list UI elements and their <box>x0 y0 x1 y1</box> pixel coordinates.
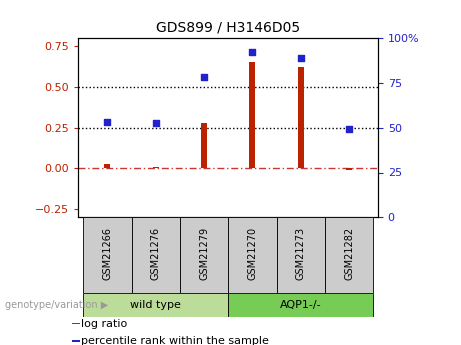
Text: GSM21279: GSM21279 <box>199 227 209 280</box>
Text: GSM21276: GSM21276 <box>151 227 161 280</box>
Title: GDS899 / H3146D05: GDS899 / H3146D05 <box>156 20 300 34</box>
Text: GSM21282: GSM21282 <box>344 227 354 280</box>
Text: AQP1-/-: AQP1-/- <box>280 300 321 310</box>
Text: GSM21273: GSM21273 <box>296 227 306 280</box>
Point <box>297 56 304 61</box>
Point <box>345 127 353 132</box>
Bar <box>201 123 207 168</box>
Bar <box>298 67 304 168</box>
Point <box>201 74 208 79</box>
Point <box>152 120 160 126</box>
Text: log ratio: log ratio <box>81 319 128 328</box>
Text: wild type: wild type <box>130 300 181 310</box>
Bar <box>83 217 131 293</box>
Bar <box>180 217 228 293</box>
Text: GSM21270: GSM21270 <box>248 227 257 280</box>
Text: genotype/variation ▶: genotype/variation ▶ <box>5 300 108 310</box>
Bar <box>228 217 277 293</box>
Bar <box>105 164 110 168</box>
Bar <box>346 168 352 170</box>
Bar <box>83 293 228 317</box>
Bar <box>228 293 373 317</box>
Bar <box>72 323 80 324</box>
Bar <box>153 167 159 168</box>
Bar <box>249 62 255 168</box>
Bar <box>277 217 325 293</box>
Bar <box>131 217 180 293</box>
Text: percentile rank within the sample: percentile rank within the sample <box>81 336 269 345</box>
Bar <box>72 340 80 342</box>
Point <box>104 119 111 125</box>
Point <box>248 49 256 55</box>
Text: GSM21266: GSM21266 <box>102 227 112 280</box>
Bar <box>325 217 373 293</box>
